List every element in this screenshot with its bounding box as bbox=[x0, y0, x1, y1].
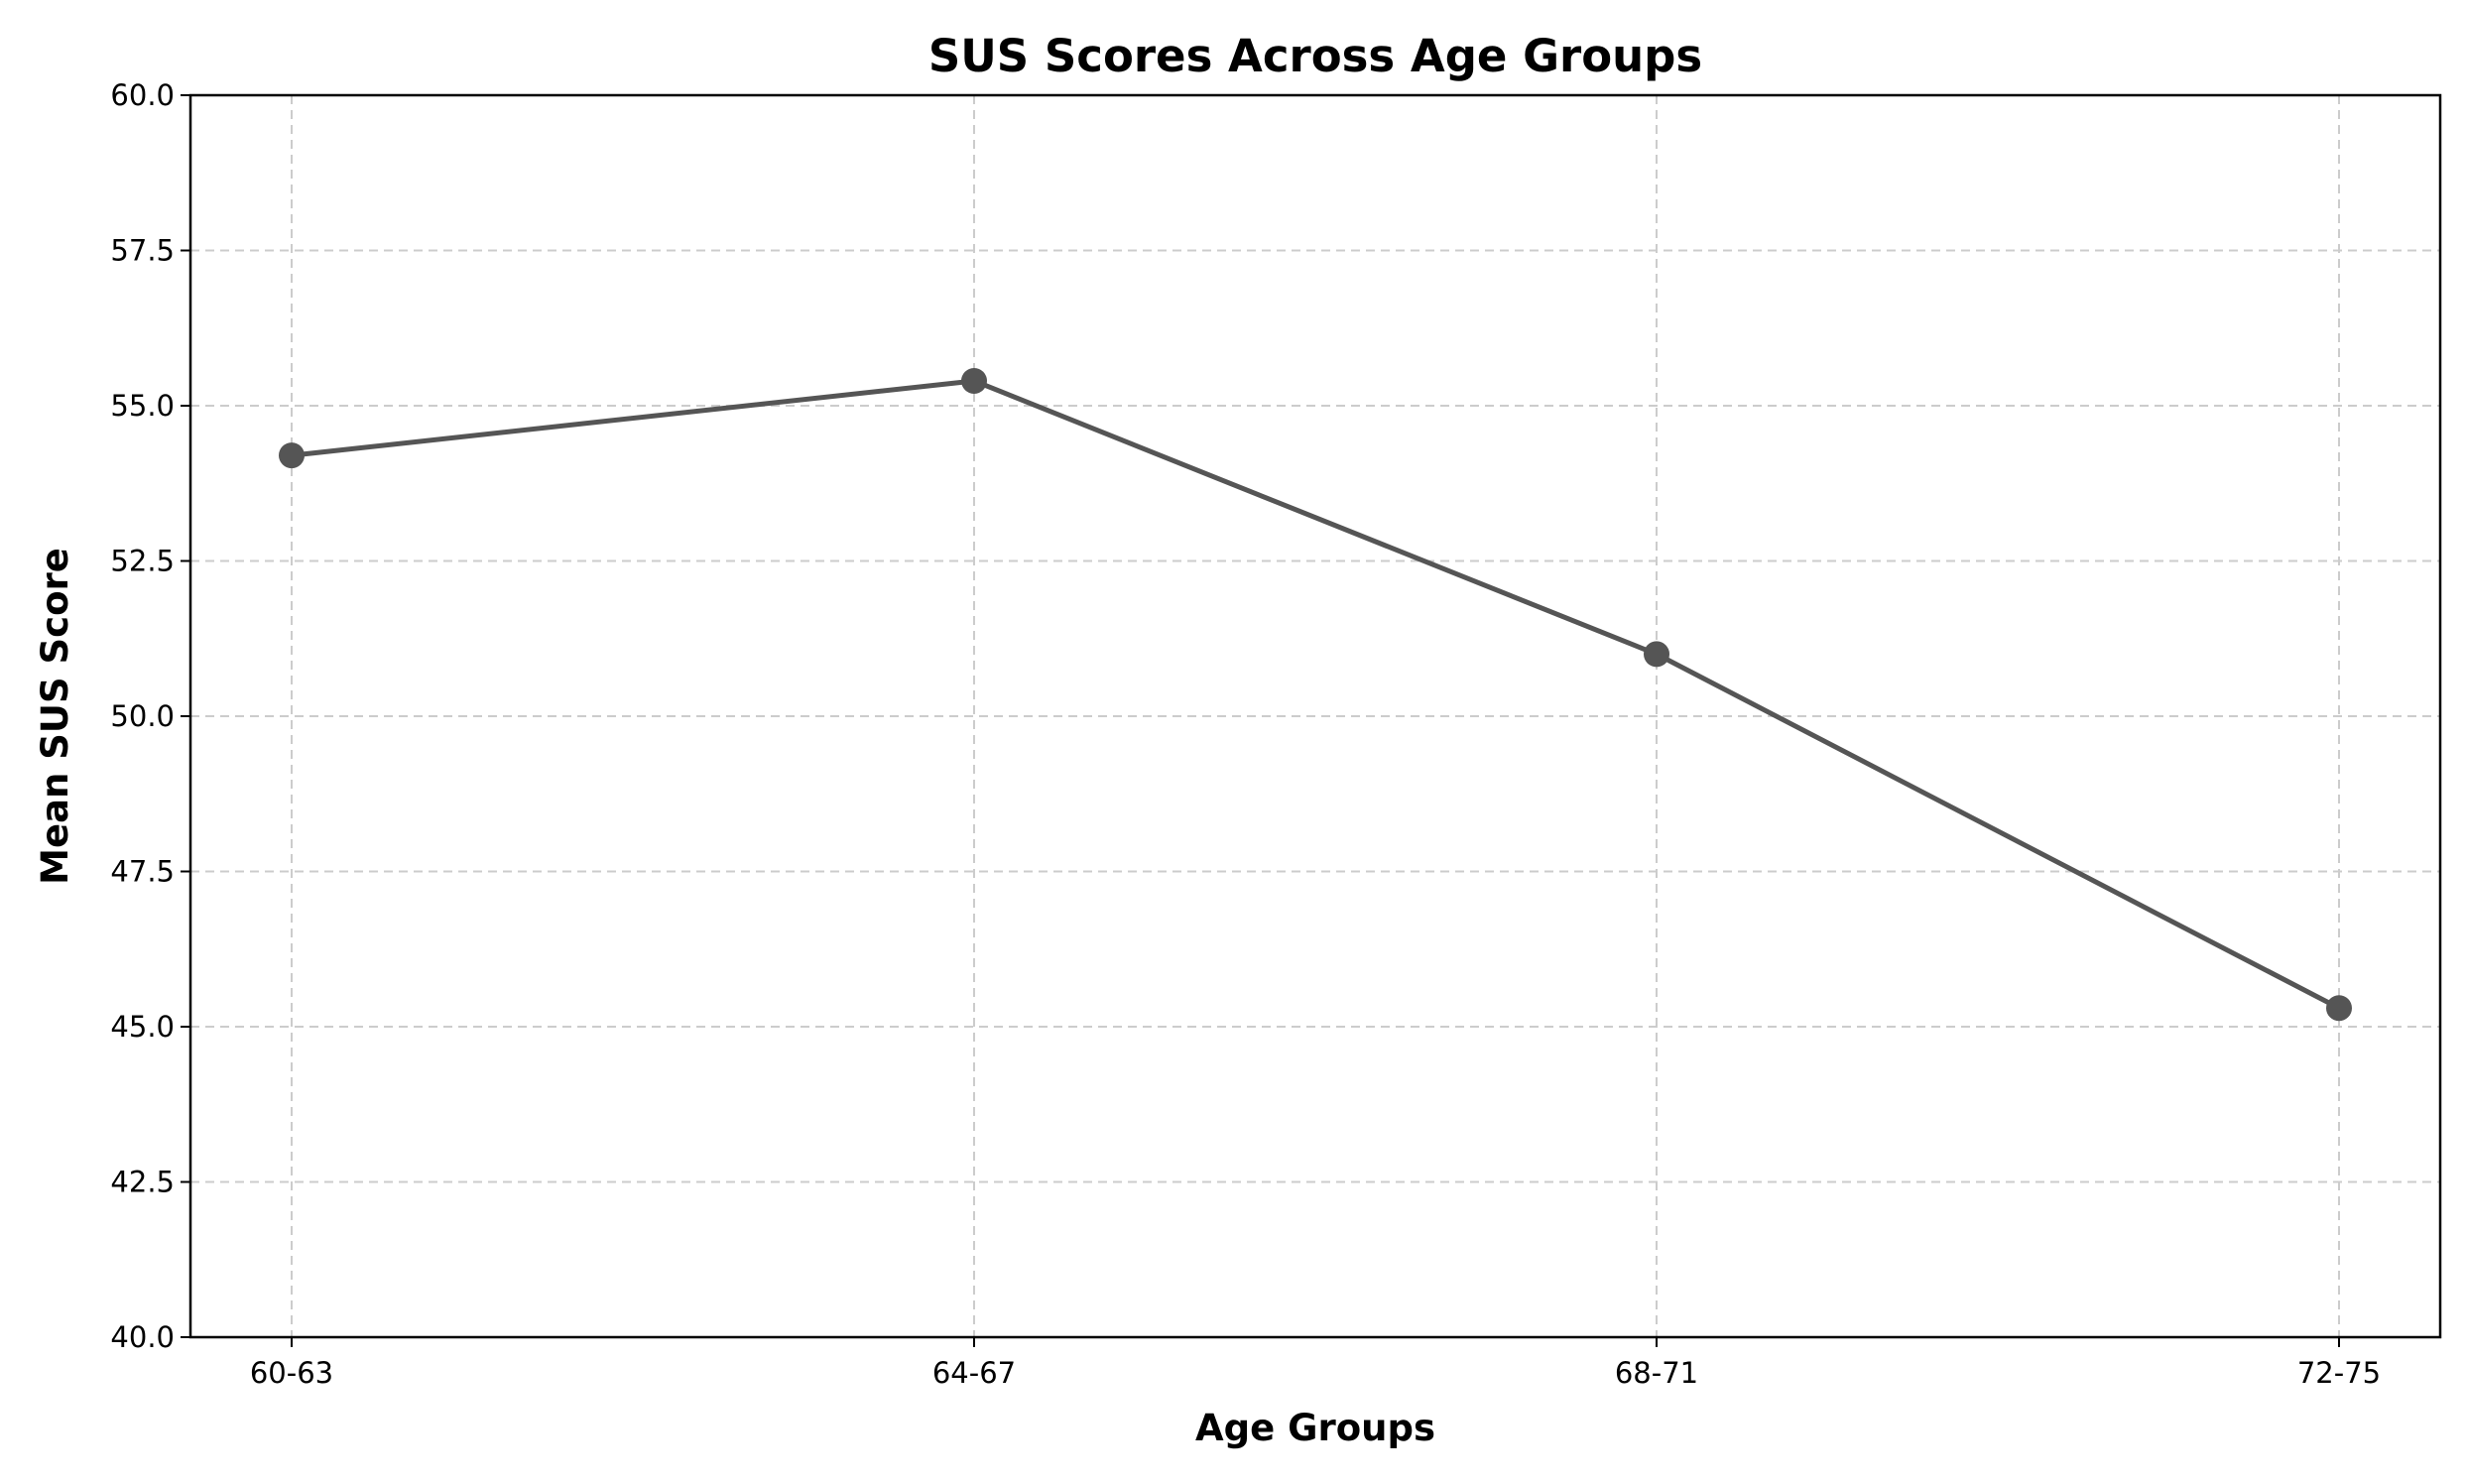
y-axis-title: Mean SUS Score bbox=[34, 548, 76, 885]
data-point bbox=[2326, 995, 2352, 1022]
x-tick-label: 72-75 bbox=[2297, 1356, 2381, 1390]
y-tick-label: 60.0 bbox=[110, 78, 175, 112]
y-tick-label: 55.0 bbox=[110, 389, 175, 423]
y-axis-ticks: 40.0 42.5 45.0 47.5 50.0 52.5 55.0 57.5 60.0 bbox=[110, 78, 190, 1354]
x-tick-label: 60-63 bbox=[250, 1356, 333, 1390]
y-tick-label: 57.5 bbox=[110, 234, 175, 268]
series-layer bbox=[279, 367, 2352, 1022]
data-point bbox=[279, 442, 305, 469]
data-point bbox=[1644, 641, 1669, 668]
y-tick-label: 47.5 bbox=[110, 855, 175, 889]
x-tick-label: 64-67 bbox=[932, 1356, 1016, 1390]
series-line bbox=[289, 378, 2342, 1011]
chart-title: SUS Scores Across Age Groups bbox=[928, 30, 1702, 82]
y-tick-label: 52.5 bbox=[110, 545, 175, 578]
x-axis-title: Age Groups bbox=[1195, 1407, 1435, 1449]
data-point bbox=[961, 367, 987, 394]
y-tick-label: 45.0 bbox=[110, 1010, 175, 1044]
x-axis-ticks: 60-63 64-67 68-71 72-75 bbox=[250, 1337, 2381, 1390]
y-tick-label: 50.0 bbox=[110, 699, 175, 733]
grid bbox=[190, 95, 2440, 1337]
x-tick-label: 68-71 bbox=[1615, 1356, 1698, 1390]
y-tick-label: 40.0 bbox=[110, 1320, 175, 1354]
y-tick-label: 42.5 bbox=[110, 1166, 175, 1199]
